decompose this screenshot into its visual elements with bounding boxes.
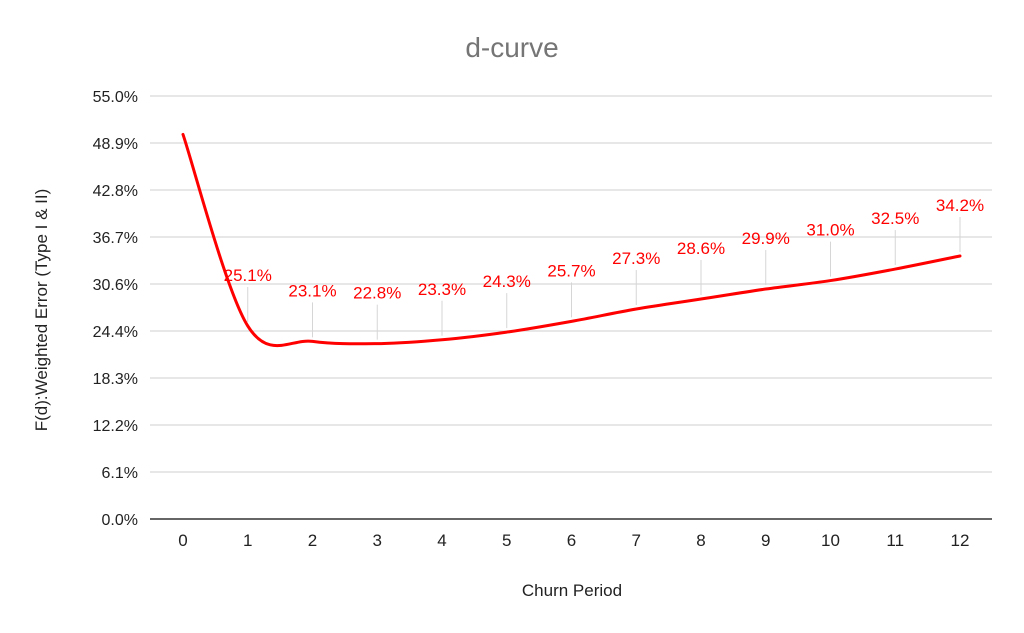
x-tick-label: 6 bbox=[567, 531, 576, 550]
label-leaders bbox=[247, 216, 961, 340]
y-tick-label: 0.0% bbox=[102, 512, 138, 529]
x-tick-label: 9 bbox=[761, 531, 770, 550]
x-tick-label: 3 bbox=[373, 531, 382, 550]
x-tick-label: 0 bbox=[178, 531, 187, 550]
data-label: 27.3% bbox=[612, 249, 660, 268]
data-label: 31.0% bbox=[806, 221, 854, 240]
y-tick-label: 18.3% bbox=[93, 371, 138, 388]
x-tick-label: 5 bbox=[502, 531, 511, 550]
y-axis-ticks: 0.0% 6.1% 12.2% 18.3% 24.4% 30.6% 36.7% 42.8% 48… bbox=[93, 89, 138, 529]
x-tick-label: 2 bbox=[308, 531, 317, 550]
data-label: 22.8% bbox=[353, 284, 401, 303]
data-label: 23.1% bbox=[288, 281, 336, 300]
data-label: 25.1% bbox=[224, 266, 272, 285]
chart-title: d-curve bbox=[465, 32, 558, 63]
y-tick-label: 24.4% bbox=[93, 324, 138, 341]
data-labels: 25.1% 23.1% 22.8% 23.3% 24.3% 25.7% 27.3% 28.6%… bbox=[224, 196, 984, 303]
y-tick-label: 30.6% bbox=[93, 277, 138, 294]
x-axis-label: Churn Period bbox=[522, 581, 622, 600]
y-tick-label: 48.9% bbox=[93, 136, 138, 153]
y-axis-label: F(d):Weighted Error (Type I & II) bbox=[32, 189, 51, 431]
data-label: 32.5% bbox=[871, 209, 919, 228]
data-label: 23.3% bbox=[418, 280, 466, 299]
y-tick-label: 6.1% bbox=[102, 465, 138, 482]
x-axis-ticks: 0 1 2 3 4 5 6 7 8 9 10 11 12 bbox=[178, 531, 969, 550]
x-tick-label: 10 bbox=[821, 531, 840, 550]
data-label: 34.2% bbox=[936, 196, 984, 215]
y-tick-label: 12.2% bbox=[93, 418, 138, 435]
x-tick-label: 11 bbox=[886, 531, 904, 550]
x-tick-label: 1 bbox=[243, 531, 252, 550]
series-layer bbox=[181, 132, 962, 347]
data-label: 25.7% bbox=[547, 261, 595, 280]
x-tick-label: 8 bbox=[696, 531, 705, 550]
y-tick-label: 55.0% bbox=[93, 89, 138, 106]
x-tick-label: 4 bbox=[437, 531, 446, 550]
series-line bbox=[181, 132, 962, 347]
data-label: 24.3% bbox=[483, 272, 531, 291]
x-tick-label: 12 bbox=[951, 531, 970, 550]
x-tick-label: 7 bbox=[632, 531, 641, 550]
y-tick-label: 42.8% bbox=[93, 183, 138, 200]
data-label: 29.9% bbox=[742, 229, 790, 248]
y-tick-label: 36.7% bbox=[93, 230, 138, 247]
data-label: 28.6% bbox=[677, 239, 725, 258]
